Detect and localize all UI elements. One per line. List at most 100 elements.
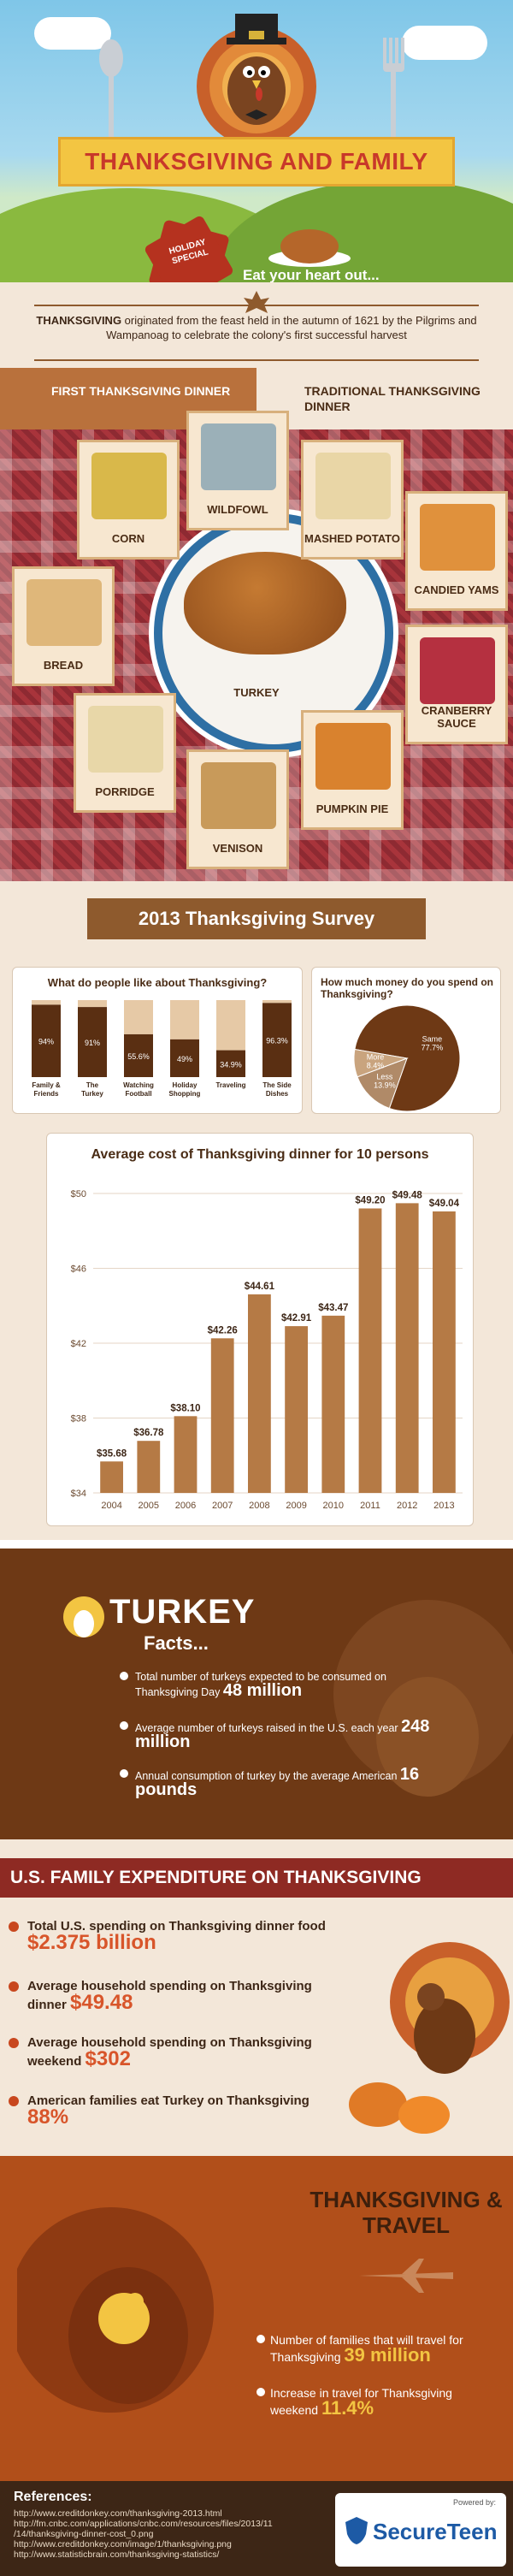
bar-remainder [32,1000,61,1005]
survey-banner: 2013 Thanksgiving Survey [87,898,426,939]
title-ribbon: THANKSGIVING AND FAMILY [32,137,481,187]
bar-value-label: 91% [85,1039,100,1047]
pie-label: More [367,1053,385,1062]
pie-value-label: 8.4% [367,1062,385,1070]
intro-text: THANKSGIVING originated from the feast h… [26,313,487,342]
travel-item: Increase in travel for Thanksgiving week… [256,2385,501,2419]
fact-value: 16 pounds [135,1765,420,1799]
bar-value-label: 94% [38,1038,54,1046]
expenditure-section: U.S. FAMILY EXPENDITURE ON THANKSGIVING … [0,1839,513,2156]
bullet-icon [9,2038,19,2048]
travel-value: 11.4% [321,2397,374,2419]
expenditure-text: Average household spending on Thanksgivi… [27,2035,312,2069]
bread-icon [27,579,102,646]
first-dinner-heading-text: FIRST THANKSGIVING DINNER [51,384,231,398]
y-tick-label: $34 [71,1489,86,1499]
menu-card-label: WILDFOWL [207,503,268,516]
reference-link[interactable]: http://www.creditdonkey.com/thanksgiving… [14,2508,222,2519]
spoon-icon [99,39,123,149]
fact-item: Total number of turkeys expected to be c… [120,1670,443,1700]
x-tick-label: 2010 [323,1501,344,1511]
bar [216,1050,245,1077]
reference-link[interactable]: http://fm.cnbc.com/applications/cnbc.com… [14,2519,273,2529]
y-tick-label: $46 [71,1264,86,1275]
category-label: The [86,1081,99,1089]
travel-section: THANKSGIVING & TRAVEL Number of families… [0,2156,513,2481]
y-tick-label: $50 [71,1189,86,1199]
corn-icon [91,453,167,519]
menu-card-pumpkin-pie: PUMPKIN PIE [301,710,404,830]
pie-value-label: 13.9% [374,1081,396,1090]
mashed-potato-icon [315,453,391,519]
bar [32,1004,61,1077]
x-tick-label: 2007 [212,1501,233,1511]
bar [433,1211,456,1493]
bullet-icon [256,2335,265,2343]
roast-turkey-icon [268,229,351,267]
travel-title: THANKSGIVING & TRAVEL [310,2187,503,2238]
bar [170,1039,199,1077]
reference-link[interactable]: /14/thanksgiving-dinner-cost_0.png [14,2529,154,2539]
menu-card-label: BREAD [43,659,84,672]
menu-card-mashed-potato: MASHED POTATO [301,440,404,560]
fact-value: 48 million [222,1681,303,1700]
bullet-icon [120,1672,128,1680]
header-section: THANKSGIVING AND FAMILY HOLIDAY SPECIAL … [0,0,513,282]
menu-card-label: CORN [111,532,145,545]
turkey-label: TURKEY [233,686,280,699]
category-label: Shopping [169,1090,201,1098]
bar-remainder [170,1000,199,1039]
pie-slice [353,1048,409,1078]
bar [174,1416,198,1493]
bullet-icon [120,1769,128,1778]
bar [210,1338,234,1493]
bar [395,1203,419,1493]
bar-value-label: $49.20 [355,1196,385,1206]
travel-value: 39 million [344,2344,431,2366]
bullet-icon [120,1721,128,1730]
y-tick-label: $38 [71,1414,86,1424]
reference-link[interactable]: http://www.creditdonkey.com/image/1/than… [14,2539,232,2549]
x-tick-label: 2005 [139,1501,159,1511]
intro-lead: THANKSGIVING [36,314,122,327]
x-tick-label: 2011 [360,1501,380,1511]
reference-link[interactable]: http://www.statisticbrain.com/thanksgivi… [14,2549,220,2560]
menu-card-label: CANDIED YAMS [414,583,499,596]
bar-value-label: 96.3% [266,1037,288,1045]
menu-card-cranberry-sauce: CRANBERRY SAUCE [405,625,508,744]
spend-chart-panel: How much money do you spend on Thanksgiv… [311,967,501,1114]
cloud-shape [402,26,487,60]
expenditure-item: Average household spending on Thanksgivi… [9,2034,335,2070]
menu-card-corn: CORN [77,440,180,560]
avg-cost-title: Average cost of Thanksgiving dinner for … [91,1147,429,1162]
fact-text: Total number of turkeys expected to be c… [135,1671,386,1698]
category-label: Friends [34,1090,59,1098]
bar-value-label: $43.47 [318,1303,348,1313]
cranberry-sauce-icon [420,637,495,704]
x-tick-label: 2004 [101,1501,121,1511]
bullet-icon [256,2388,265,2396]
x-tick-label: 2012 [397,1501,417,1511]
menu-card-venison: VENISON [186,749,289,869]
powered-by-box[interactable]: Powered by: SecureTeen [335,2493,506,2567]
x-tick-label: 2013 [433,1501,454,1511]
category-label: Watching [123,1081,154,1089]
bar-remainder [216,1000,245,1051]
expenditure-value: $302 [85,2047,131,2070]
intro-section [0,282,513,368]
bar [100,1461,123,1493]
category-label: Turkey [81,1090,103,1098]
menu-card-label: PORRIDGE [95,785,155,798]
intro-body: originated from the feast held in the au… [106,314,477,341]
bar-value-label: 34.9% [220,1060,242,1069]
like-chart-title: What do people like about Thanksgiving? [47,976,268,989]
travel-item: Number of families that will travel for … [256,2332,501,2366]
pie-label: Same [422,1035,443,1044]
menu-card-porridge: PORRIDGE [74,693,176,813]
bullet-icon [9,2096,19,2106]
bullet-icon [9,1922,19,1932]
bar [137,1441,161,1493]
fact-item: Annual consumption of turkey by the aver… [120,1765,443,1799]
menu-card-label: CRANBERRY SAUCE [421,704,492,730]
